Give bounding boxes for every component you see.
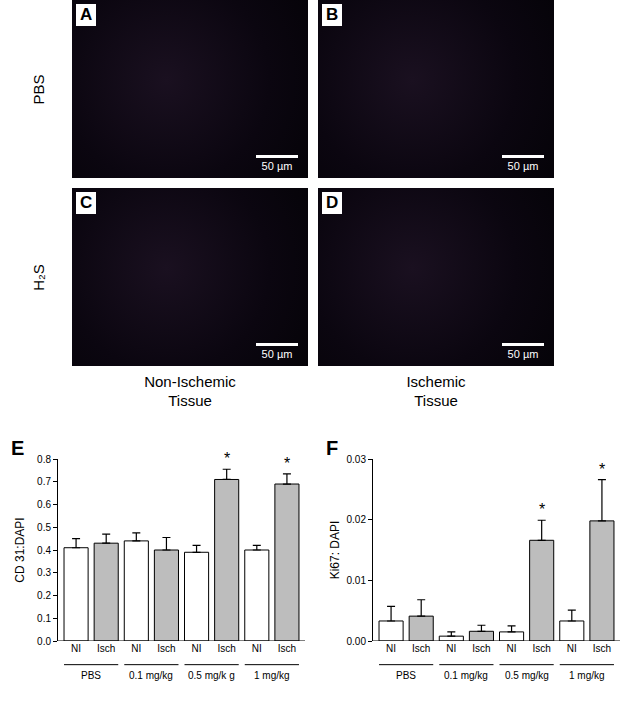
svg-text:0.0: 0.0 <box>37 636 51 647</box>
svg-text:F: F <box>326 437 338 459</box>
svg-text:Isch: Isch <box>218 643 236 654</box>
html-text:A: A <box>80 5 93 24</box>
svg-text:PBS: PBS <box>396 670 416 681</box>
svg-text:0.6: 0.6 <box>37 499 51 510</box>
svg-text:0.7: 0.7 <box>37 476 51 487</box>
svg-text:0.2: 0.2 <box>37 590 51 601</box>
html-text:Ischemic Tissue: Ischemic Tissue <box>406 373 466 409</box>
svg-text:0.3: 0.3 <box>37 567 51 578</box>
svg-text:Isch: Isch <box>97 643 115 654</box>
svg-text:NI: NI <box>192 643 202 654</box>
svg-text:0.1 mg/kg: 0.1 mg/kg <box>444 670 488 681</box>
svg-text:*: * <box>539 501 545 518</box>
svg-text:Isch: Isch <box>157 643 175 654</box>
svg-text:0.4: 0.4 <box>37 545 51 556</box>
svg-text:0.1 mg/kg: 0.1 mg/kg <box>129 670 173 681</box>
svg-text:0.5: 0.5 <box>37 522 51 533</box>
svg-text:E: E <box>11 437 24 459</box>
svg-text:1 mg/kg: 1 mg/kg <box>569 670 605 681</box>
svg-text:NI: NI <box>507 643 517 654</box>
svg-text:NI: NI <box>252 643 262 654</box>
svg-text:PBS: PBS <box>81 670 101 681</box>
html-text:B: B <box>326 5 339 24</box>
svg-text:Isch: Isch <box>533 643 551 654</box>
svg-text:*: * <box>599 461 605 478</box>
html-text:PBS: PBS <box>29 74 47 104</box>
svg-text:0.00: 0.00 <box>347 636 367 647</box>
svg-text:0.5 mg/kg: 0.5 mg/kg <box>505 670 549 681</box>
svg-text:NI: NI <box>386 643 396 654</box>
svg-text:NI: NI <box>131 643 141 654</box>
svg-text:NI: NI <box>446 643 456 654</box>
svg-text:*: * <box>284 455 290 472</box>
svg-text:0.8: 0.8 <box>37 454 51 465</box>
svg-text:CD 31:DAPI: CD 31:DAPI <box>13 517 27 582</box>
svg-text:0.02: 0.02 <box>347 514 367 525</box>
svg-text:Isch: Isch <box>412 643 430 654</box>
svg-text:Isch: Isch <box>278 643 296 654</box>
svg-text:Isch: Isch <box>472 643 490 654</box>
html-text:50 µm: 50 µm <box>507 160 539 172</box>
svg-text:*: * <box>224 450 230 467</box>
svg-text:0.5 mg/k g: 0.5 mg/k g <box>188 670 235 681</box>
svg-text:0.01: 0.01 <box>347 575 367 586</box>
html-text:D: D <box>326 193 339 212</box>
svg-text:1 mg/kg: 1 mg/kg <box>254 670 290 681</box>
svg-text:Isch: Isch <box>593 643 611 654</box>
svg-text:0.03: 0.03 <box>347 454 367 465</box>
html-text:H₂S: H₂S <box>29 263 47 291</box>
svg-text:NI: NI <box>71 643 81 654</box>
svg-text:NI: NI <box>567 643 577 654</box>
svg-text:0.1: 0.1 <box>37 613 51 624</box>
html-text:Non-Ischemic Tissue: Non-Ischemic Tissue <box>144 373 236 409</box>
html-text:50 µm: 50 µm <box>261 348 293 360</box>
html-text:50 µm: 50 µm <box>507 348 539 360</box>
svg-text:Ki67: DAPI: Ki67: DAPI <box>328 521 342 580</box>
html-text:50 µm: 50 µm <box>261 160 293 172</box>
html-text:C: C <box>80 193 93 212</box>
